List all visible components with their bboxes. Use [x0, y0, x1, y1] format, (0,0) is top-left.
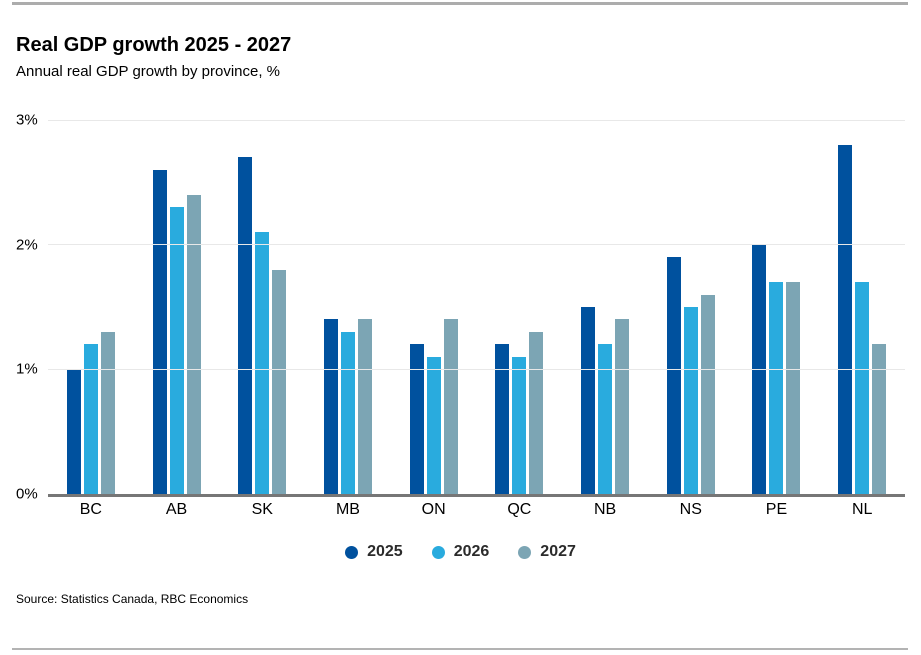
bar-group-NS [648, 120, 734, 494]
bar-2026-MB [340, 331, 355, 494]
bar-2027-QC [529, 331, 544, 494]
page-title: Real GDP growth 2025 - 2027 [16, 34, 292, 56]
bar-group-QC [477, 120, 563, 494]
y-axis-tick-1%: 1% [16, 360, 38, 378]
bar-2026-BC [83, 344, 98, 494]
y-axis-tick-0%: 0% [16, 485, 38, 503]
bar-2026-AB [169, 207, 184, 494]
bar-2027-MB [357, 319, 372, 494]
bar-2025-SK [238, 157, 253, 494]
bar-2026-PE [769, 282, 784, 494]
bar-2027-AB [186, 194, 201, 494]
legend-item-2026: 2026 [431, 543, 490, 561]
bar-group-ON [391, 120, 477, 494]
x-axis-label-ON: ON [421, 501, 446, 518]
chart-subtitle: Annual real GDP growth by province, % [16, 63, 281, 80]
top-border [12, 2, 908, 5]
x-axis-label-AB: AB [165, 501, 188, 518]
bar-2026-QC [512, 356, 527, 494]
bar-group-NB [562, 120, 648, 494]
legend-item-2027: 2027 [518, 543, 576, 561]
plot-area: 0% 1% 2% 3% [16, 112, 905, 503]
bar-2027-NS [700, 294, 715, 494]
bar-2025-BC [66, 369, 81, 494]
gridline-3% [48, 119, 905, 121]
bar-2025-NB [581, 307, 596, 494]
legend-label-2026: 2026 [453, 543, 490, 560]
x-axis-label-NL: NL [851, 501, 873, 518]
y-axis-tick-2%: 2% [16, 236, 38, 254]
x-axis-label-SK: SK [251, 501, 273, 518]
legend-label-2027: 2027 [540, 543, 576, 560]
x-axis-line [48, 494, 905, 497]
bar-2025-NS [666, 257, 681, 494]
y-axis-tick-3%: 3% [16, 111, 38, 129]
bar-group-SK [219, 120, 305, 494]
gridline-1% [48, 368, 905, 370]
bar-2026-SK [255, 232, 270, 494]
legend-label-2025: 2025 [367, 543, 403, 560]
bar-2027-BC [100, 331, 115, 494]
bar-2026-NS [683, 307, 698, 494]
x-axis-label-BC: BC [79, 501, 102, 518]
x-axis-label-QC: QC [507, 501, 532, 518]
bar-2026-ON [426, 356, 441, 494]
legend-dot-2025 [345, 545, 359, 559]
bar-2025-ON [409, 344, 424, 494]
legend-dot-2027 [518, 545, 532, 559]
bar-2026-NB [598, 344, 613, 494]
bar-2027-NL [872, 344, 887, 494]
gridline-2% [48, 244, 905, 246]
bar-group-MB [305, 120, 391, 494]
bar-2027-SK [272, 269, 287, 494]
bar-group-PE [734, 120, 820, 494]
x-axis-label-MB: MB [335, 501, 360, 518]
bar-group-NL [819, 120, 905, 494]
legend: 2025 2026 2027 [0, 543, 921, 561]
bottom-border [12, 648, 908, 650]
bar-2025-NL [838, 144, 853, 494]
bar-2025-AB [152, 169, 167, 494]
bar-2027-NB [615, 319, 630, 494]
bar-group-AB [134, 120, 220, 494]
bar-2025-QC [495, 344, 510, 494]
bar-groups [48, 120, 905, 494]
x-axis-labels: BC AB SK MB ON QC NB NS PE NL [48, 501, 905, 519]
bar-group-BC [48, 120, 134, 494]
bar-2025-MB [323, 319, 338, 494]
x-axis-label-NB: NB [593, 501, 617, 518]
legend-dot-2026 [431, 545, 445, 559]
bar-2026-NL [855, 282, 870, 494]
x-axis-label-NS: NS [679, 501, 702, 518]
source-note: Source: Statistics Canada, RBC Economics [16, 592, 249, 606]
bar-2027-ON [443, 319, 458, 494]
bar-2027-PE [786, 282, 801, 494]
legend-item-2025: 2025 [345, 543, 403, 561]
x-axis-label-PE: PE [765, 501, 788, 518]
